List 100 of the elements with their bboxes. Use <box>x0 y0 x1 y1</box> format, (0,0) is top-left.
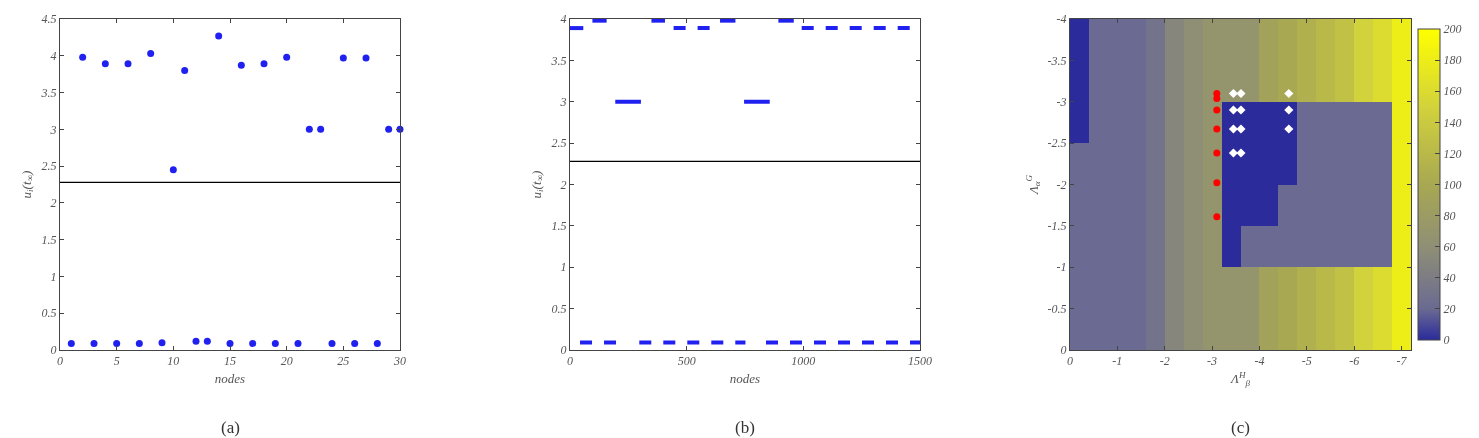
x-tick-label: -4 <box>1254 354 1265 369</box>
x-tick-label: 20 <box>280 354 293 369</box>
y-tick-label: 3 <box>49 122 57 137</box>
y-tick-label: 1.5 <box>41 232 57 247</box>
y-tick-label: -3.5 <box>1047 53 1067 68</box>
point <box>385 125 393 133</box>
point <box>351 339 359 347</box>
text: (c) <box>1231 418 1250 437</box>
point <box>181 66 189 74</box>
point <box>1213 125 1221 133</box>
point <box>260 60 268 68</box>
point <box>1236 105 1246 115</box>
y-tick-label: 2.5 <box>551 136 567 151</box>
y-tick-label: 1.5 <box>551 219 567 234</box>
point <box>90 339 98 347</box>
point <box>373 339 381 347</box>
color-bar-label: 120 <box>1443 146 1462 161</box>
color-bar-label: 200 <box>1443 22 1462 37</box>
color-bar-label: 60 <box>1443 239 1456 254</box>
y-tick-label: 1 <box>50 269 57 284</box>
point <box>1284 88 1294 99</box>
color-bar-label: 160 <box>1443 84 1462 99</box>
point <box>237 61 245 69</box>
y-tick-label: 0.5 <box>41 306 57 321</box>
y-tick-label: -3 <box>1056 94 1067 109</box>
x-tick-label: 10 <box>167 354 180 369</box>
y-tick-label: 4 <box>560 12 567 27</box>
x-tick-label: 5 <box>113 354 120 369</box>
y-tick-label: 0.5 <box>551 301 567 316</box>
point <box>1228 105 1238 115</box>
x-axis-title: nodes <box>214 371 246 386</box>
y-tick-label: 0 <box>1060 343 1067 358</box>
point <box>67 339 75 347</box>
y-tick-label: 4.5 <box>41 12 57 27</box>
point <box>271 339 279 347</box>
point <box>1228 88 1238 99</box>
point <box>317 125 325 133</box>
color-bar-label: 40 <box>1443 271 1456 285</box>
x-axis-title: nodes <box>729 371 761 386</box>
y-tick-label: 2 <box>560 177 567 192</box>
point <box>1213 179 1221 187</box>
point <box>249 339 257 347</box>
y-tick-label: 1 <box>560 260 567 275</box>
point <box>1213 149 1221 157</box>
point <box>135 339 143 347</box>
color-bar-label: 0 <box>1443 333 1450 348</box>
point <box>1228 148 1238 158</box>
point <box>1213 106 1221 114</box>
y-tick-label: 4 <box>50 48 57 63</box>
y-tick-label: -1 <box>1056 260 1067 275</box>
x-tick-label: -7 <box>1396 354 1408 369</box>
point <box>339 54 347 62</box>
y-tick-label: -2 <box>1056 177 1067 192</box>
x-tick-label: -1 <box>1112 354 1123 369</box>
point <box>1228 124 1238 134</box>
y-tick-label: 2.5 <box>41 159 57 174</box>
point <box>1284 105 1294 115</box>
color-bar-label: 80 <box>1443 208 1456 223</box>
y-tick-label: 3.5 <box>40 85 57 100</box>
point <box>215 32 223 40</box>
point <box>124 60 132 68</box>
y-tick-label: 3.5 <box>550 53 567 68</box>
y-tick-label: 2 <box>50 196 57 211</box>
point <box>192 337 200 345</box>
point <box>113 339 121 347</box>
color-bar-label: 100 <box>1443 177 1462 192</box>
point <box>283 53 291 61</box>
x-tick-label: 500 <box>677 354 696 369</box>
point <box>203 337 211 345</box>
x-tick-label: -2 <box>1159 354 1170 369</box>
x-tick-label: -5 <box>1301 354 1312 369</box>
y-tick-label: 3 <box>559 94 567 109</box>
text: (b) <box>735 418 755 437</box>
x-tick-label: 25 <box>337 354 350 369</box>
y-tick-label: 0 <box>560 343 567 358</box>
color-bar-label: 20 <box>1443 302 1456 317</box>
x-tick-label: 1500 <box>908 354 932 369</box>
point <box>1213 213 1221 221</box>
point <box>169 166 177 174</box>
y-tick-label: -1.5 <box>1047 219 1067 234</box>
y-tick-label: -2.5 <box>1047 136 1067 151</box>
point <box>362 54 370 62</box>
text: (a) <box>221 418 240 437</box>
point <box>1236 124 1246 134</box>
point <box>305 125 313 133</box>
point <box>226 339 234 347</box>
point <box>294 339 302 347</box>
x-tick-label: 15 <box>224 354 236 369</box>
point <box>101 60 109 68</box>
point <box>1236 88 1246 99</box>
y-tick-label: -4 <box>1056 12 1067 27</box>
point <box>1236 148 1246 158</box>
x-tick-label: -3 <box>1207 354 1218 369</box>
point <box>147 50 155 58</box>
color-bar-label: 140 <box>1443 115 1462 130</box>
y-tick-label: 0 <box>50 343 57 358</box>
x-tick-label: 30 <box>393 354 406 369</box>
y-tick-label: -0.5 <box>1047 301 1067 316</box>
color-bar-label: 180 <box>1443 53 1462 68</box>
x-tick-label: 1000 <box>791 354 816 369</box>
